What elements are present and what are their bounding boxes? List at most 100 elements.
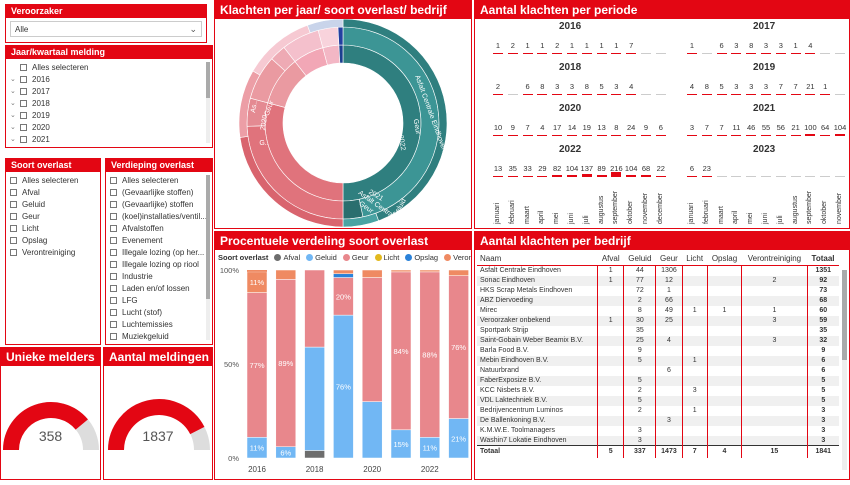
period-bar[interactable]	[552, 93, 563, 95]
checkbox[interactable]	[110, 272, 117, 280]
sunburst-segment[interactable]	[337, 26, 344, 46]
period-bar[interactable]	[552, 175, 563, 177]
period-bar[interactable]	[731, 134, 742, 136]
slicer-item[interactable]: ⌄ 2020	[10, 121, 208, 133]
period-bar[interactable]	[522, 175, 533, 177]
period-bar[interactable]	[552, 52, 563, 54]
checkbox[interactable]	[10, 212, 17, 220]
slicer-item[interactable]: ⌄ 2019	[10, 109, 208, 121]
checkbox[interactable]	[10, 200, 17, 208]
period-bar[interactable]	[790, 52, 801, 54]
checkbox[interactable]	[20, 75, 27, 83]
checkbox[interactable]	[110, 332, 117, 340]
period-bar[interactable]	[716, 52, 727, 54]
checkbox[interactable]	[20, 87, 27, 95]
table-row[interactable]: FaberExposize B.V. 5 5	[477, 375, 839, 386]
checkbox[interactable]	[20, 111, 27, 119]
slicer-item[interactable]: Luchtemissies	[110, 318, 208, 330]
checkbox[interactable]	[20, 63, 27, 71]
table-row[interactable]: Bedrijvencentrum Luminos 2 1 3	[477, 405, 839, 416]
bar-segment[interactable]	[304, 269, 325, 348]
column-header[interactable]: Naam	[477, 252, 598, 266]
period-bar[interactable]	[820, 134, 831, 136]
period-bar[interactable]	[701, 134, 712, 136]
period-bar[interactable]	[596, 174, 607, 177]
table-row[interactable]: Sonac Eindhoven 1 77 12 2 92	[477, 275, 839, 286]
period-bar[interactable]	[507, 52, 518, 54]
slicer-item[interactable]: Verontreiniging	[10, 246, 96, 258]
column-header[interactable]: Licht	[682, 252, 708, 266]
period-bar[interactable]	[581, 52, 592, 54]
table-row[interactable]: Barla Food B.V. 9 9	[477, 345, 839, 356]
period-bar[interactable]	[493, 134, 503, 136]
bar-segment[interactable]	[275, 269, 297, 280]
column-header[interactable]: Verontreiniging	[741, 252, 808, 266]
bar-segment[interactable]	[361, 401, 383, 459]
checkbox[interactable]	[20, 99, 27, 107]
checkbox[interactable]	[110, 260, 117, 268]
period-bar[interactable]	[761, 93, 771, 95]
period-bar[interactable]	[805, 93, 816, 95]
verdieping-scrollbar[interactable]	[206, 175, 210, 340]
period-bar[interactable]	[746, 134, 757, 136]
table-row[interactable]: VDL Laktechniek B.V. 5 5	[477, 395, 839, 406]
expand-chevron-icon[interactable]: ⌄	[10, 76, 16, 83]
table-row[interactable]: KCC Nisbets B.V. 2 3 5	[477, 385, 839, 396]
slicer-item[interactable]: Illegale lozing (op her...	[110, 246, 208, 258]
table-row[interactable]: Mebin Eindhoven B.V. 5 1 6	[477, 355, 839, 366]
slicer-item[interactable]: Licht	[10, 222, 96, 234]
checkbox[interactable]	[10, 224, 17, 232]
slicer-item[interactable]: Geur	[10, 210, 96, 222]
period-bar[interactable]	[790, 93, 801, 95]
table-row[interactable]: Asfalt Centrale Eindhoven 1 44 1306 1351	[477, 265, 839, 276]
period-bar[interactable]	[537, 175, 548, 177]
expand-chevron-icon[interactable]: ⌄	[10, 136, 16, 143]
expand-chevron-icon[interactable]: ⌄	[10, 88, 16, 95]
slicer-item[interactable]: Alles selecteren	[10, 174, 96, 186]
checkbox[interactable]	[10, 176, 17, 184]
period-bar[interactable]	[761, 52, 771, 54]
period-bar[interactable]	[611, 93, 622, 95]
expand-chevron-icon[interactable]: ⌄	[10, 112, 16, 119]
bar-segment[interactable]	[247, 270, 267, 272]
checkbox[interactable]	[110, 176, 117, 184]
checkbox[interactable]	[10, 188, 17, 196]
table-row[interactable]: Mirec 8 49 1 1 1 60	[477, 305, 839, 316]
period-bar[interactable]	[731, 93, 742, 95]
slicer-item[interactable]: Alles selecteren	[10, 61, 208, 73]
expand-chevron-icon[interactable]: ⌄	[10, 100, 16, 107]
table-row[interactable]: ABZ Diervoeding 2 66 68	[477, 295, 839, 306]
slicer-item[interactable]: Lucht (stof)	[110, 306, 208, 318]
period-bar[interactable]	[641, 175, 651, 177]
period-bar[interactable]	[522, 134, 533, 136]
bar-segment[interactable]	[419, 269, 441, 273]
table-row[interactable]: Sportpark Strijp 35 35	[477, 325, 839, 336]
slicer-item[interactable]: ⌄ 2017	[10, 85, 208, 97]
sunburst-segment[interactable]	[338, 44, 344, 64]
checkbox[interactable]	[20, 123, 27, 131]
period-bar[interactable]	[701, 175, 712, 177]
period-bar[interactable]	[716, 134, 727, 136]
sunburst-chart[interactable]: Asfalt Centrale EindhovenGeur20222021Geu…	[215, 19, 472, 229]
period-bar[interactable]	[746, 93, 757, 95]
checkbox[interactable]	[110, 320, 117, 328]
column-header[interactable]: Geur	[655, 252, 683, 266]
bar-segment[interactable]	[246, 271, 268, 293]
period-bar[interactable]	[567, 93, 577, 95]
checkbox[interactable]	[110, 284, 117, 292]
period-bar[interactable]	[581, 93, 592, 95]
period-bar[interactable]	[687, 93, 697, 95]
slicer-item[interactable]: Geluid	[10, 198, 96, 210]
checkbox[interactable]	[20, 135, 27, 143]
period-bar[interactable]	[655, 175, 666, 177]
bar-segment[interactable]	[333, 269, 354, 275]
period-bar[interactable]	[805, 133, 816, 136]
bar-segment[interactable]	[361, 269, 383, 278]
period-bar[interactable]	[641, 134, 651, 136]
slicer-item[interactable]: Overig afval	[110, 342, 208, 345]
expand-chevron-icon[interactable]: ⌄	[10, 124, 16, 131]
table-row[interactable]: Saint-Gobain Weber Beamix B.V. 25 4 3 32	[477, 335, 839, 346]
veroorzaker-dropdown[interactable]: Alle ⌄	[10, 21, 202, 37]
slicer-item[interactable]: Evenement	[110, 234, 208, 246]
bar-segment[interactable]	[361, 277, 383, 402]
